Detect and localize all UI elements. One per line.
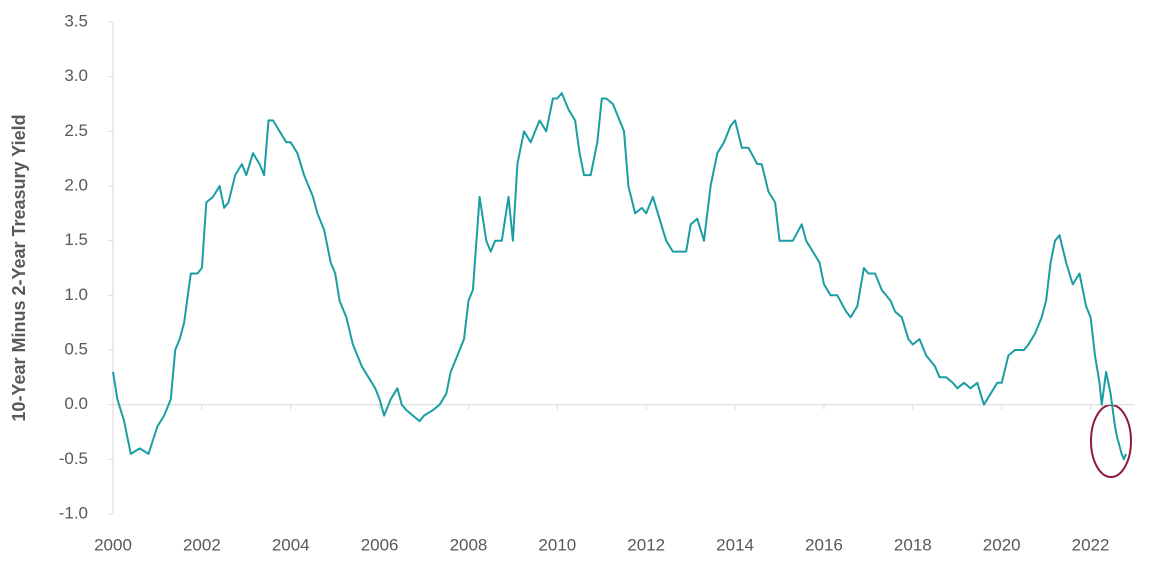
y-tick-label: 0.5 bbox=[64, 339, 88, 358]
y-tick-label: 3.0 bbox=[64, 66, 88, 85]
x-tick-label: 2006 bbox=[361, 535, 399, 554]
x-tick-label: 2022 bbox=[1072, 535, 1110, 554]
x-tick-label: 2010 bbox=[538, 535, 576, 554]
highlight-circle bbox=[1090, 404, 1132, 478]
y-axis-label: 10-Year Minus 2-Year Treasury Yield bbox=[9, 114, 29, 421]
y-tick-label: 1.0 bbox=[64, 285, 88, 304]
data-line bbox=[112, 92, 1128, 461]
y-tick-label: 2.5 bbox=[64, 121, 88, 140]
y-tick-label: 1.5 bbox=[64, 230, 88, 249]
x-tick-label: 2016 bbox=[805, 535, 843, 554]
x-tick-label: 2012 bbox=[627, 535, 665, 554]
x-tick-label: 2004 bbox=[272, 535, 310, 554]
x-tick-label: 2002 bbox=[183, 535, 221, 554]
x-tick-label: 2020 bbox=[983, 535, 1021, 554]
x-tick-label: 2014 bbox=[716, 535, 754, 554]
x-tick-label: 2018 bbox=[894, 535, 932, 554]
y-tick-label: -0.5 bbox=[59, 449, 88, 468]
y-tick-label: 3.5 bbox=[64, 11, 88, 30]
y-tick-label: 0.0 bbox=[64, 394, 88, 413]
y-tick-label: 2.0 bbox=[64, 175, 88, 194]
x-tick-label: 2000 bbox=[94, 535, 132, 554]
y-tick-label: -1.0 bbox=[59, 503, 88, 522]
x-tick-label: 2008 bbox=[450, 535, 488, 554]
